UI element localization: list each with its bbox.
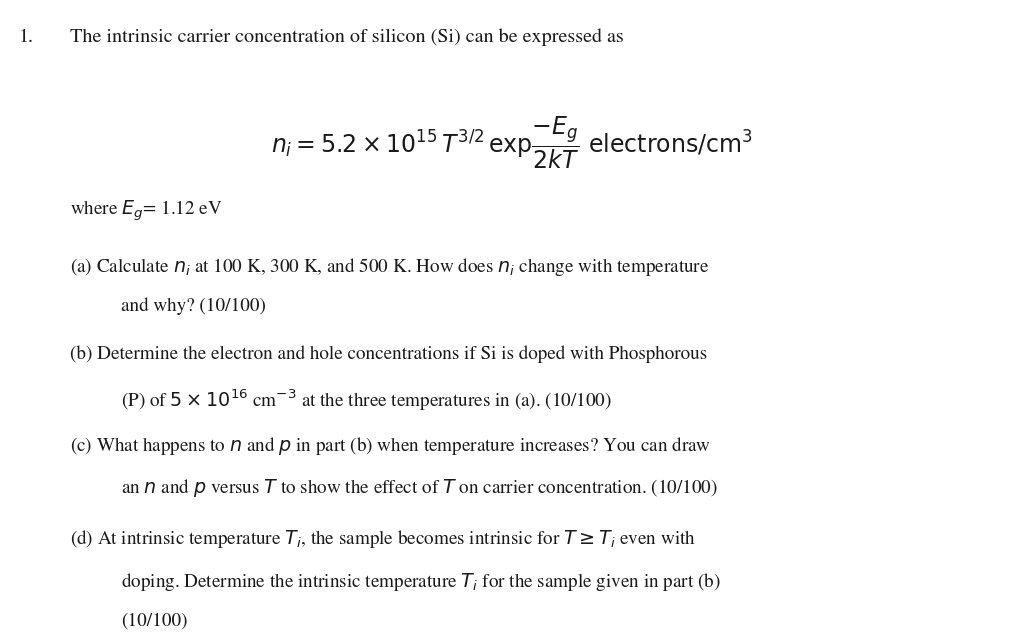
Text: $n_i = 5.2\times10^{15}\,T^{3/2}\,\mathrm{exp}\dfrac{-E_g}{2kT}\ \mathrm{electro: $n_i = 5.2\times10^{15}\,T^{3/2}\,\mathr…	[271, 115, 753, 172]
Text: (d) At intrinsic temperature $T_i$, the sample becomes intrinsic for $T \geq T_i: (d) At intrinsic temperature $T_i$, the …	[70, 528, 695, 550]
Text: (c) What happens to $n$ and $p$ in part (b) when temperature increases? You can : (c) What happens to $n$ and $p$ in part …	[70, 435, 711, 457]
Text: (a) Calculate $n_i$ at 100 K, 300 K, and 500 K. How does $n_i$ change with tempe: (a) Calculate $n_i$ at 100 K, 300 K, and…	[70, 256, 709, 278]
Text: where $E_g$= 1.12 eV: where $E_g$= 1.12 eV	[70, 198, 222, 223]
Text: an $n$ and $p$ versus $T$ to show the effect of $T$ on carrier concentration. (1: an $n$ and $p$ versus $T$ to show the ef…	[121, 477, 718, 499]
Text: (10/100): (10/100)	[121, 612, 187, 630]
Text: 1.: 1.	[18, 29, 34, 46]
Text: (P) of $5\times10^{16}$ cm$^{-3}$ at the three temperatures in (a). (10/100): (P) of $5\times10^{16}$ cm$^{-3}$ at the…	[121, 387, 611, 413]
Text: The intrinsic carrier concentration of silicon (Si) can be expressed as: The intrinsic carrier concentration of s…	[70, 29, 624, 47]
Text: doping. Determine the intrinsic temperature $T_i$ for the sample given in part (: doping. Determine the intrinsic temperat…	[121, 571, 721, 593]
Text: and why? (10/100): and why? (10/100)	[121, 298, 265, 316]
Text: (b) Determine the electron and hole concentrations if Si is doped with Phosphoro: (b) Determine the electron and hole conc…	[70, 346, 707, 364]
